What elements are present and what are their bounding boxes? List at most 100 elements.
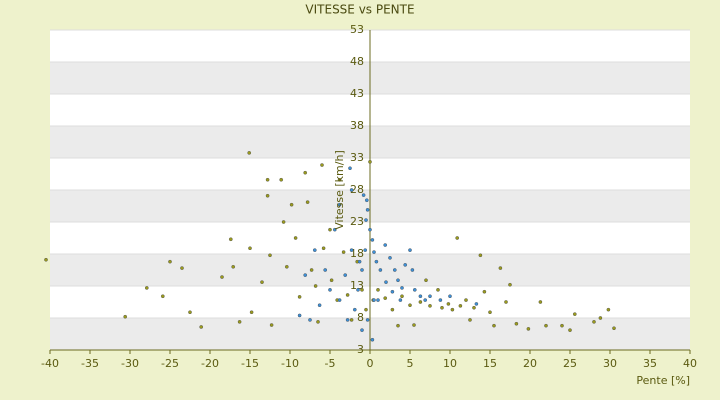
scatter-point: [488, 310, 492, 315]
x-tick-label: 25: [563, 357, 577, 370]
scatter-point: [612, 326, 616, 331]
scatter-point: [356, 288, 360, 292]
scatter-point: [464, 298, 468, 302]
scatter-point: [403, 263, 408, 267]
x-tick-label: 15: [483, 357, 497, 370]
scatter-point: [361, 193, 366, 197]
scatter-point: [400, 286, 404, 290]
scatter-point: [337, 202, 342, 207]
scatter-point: [168, 259, 172, 264]
scatter-point: [357, 259, 362, 264]
scatter-point: [317, 303, 322, 308]
scatter-point: [448, 294, 452, 299]
x-tick-label: -30: [121, 357, 139, 370]
x-axis-label: Pente [%]: [636, 374, 690, 387]
x-tick-label: -35: [81, 357, 99, 370]
x-tick-label: 0: [367, 357, 374, 370]
scatter-point: [160, 294, 165, 299]
scatter-point: [412, 288, 417, 292]
scatter-point: [412, 323, 416, 327]
scatter-point: [368, 227, 372, 232]
scatter-point: [544, 323, 548, 328]
scatter-point: [44, 257, 48, 262]
y-tick-label: 33: [350, 151, 364, 164]
scatter-point: [374, 259, 379, 264]
chart-title: VITESSE vs PENTE: [305, 3, 414, 17]
scatter-point: [360, 268, 364, 272]
scatter-point: [396, 323, 400, 328]
scatter-point: [349, 188, 354, 192]
scatter-point: [303, 273, 308, 277]
scatter-point: [349, 318, 354, 322]
plot-area: 38131823283338434853-40-35-30-25-20-15-1…: [41, 23, 697, 370]
x-tick-label: 40: [683, 357, 697, 370]
scatter-point: [265, 177, 270, 182]
y-tick-label: 48: [350, 55, 364, 68]
x-tick-label: 10: [443, 357, 457, 370]
scatter-point: [365, 318, 370, 322]
scatter-point: [474, 302, 479, 306]
scatter-point: [508, 282, 512, 287]
scatter-point: [458, 304, 463, 308]
scatter-point: [436, 288, 440, 292]
scatter-point: [180, 266, 184, 270]
scatter-point: [478, 253, 483, 258]
scatter-point: [568, 328, 572, 332]
x-tick-label: -40: [41, 357, 59, 370]
scatter-point: [423, 298, 428, 302]
x-tick-label: -5: [325, 357, 336, 370]
y-tick-label: 53: [350, 23, 364, 36]
scatter-point: [390, 307, 395, 312]
scatter-point: [560, 323, 564, 328]
scatter-point: [606, 307, 611, 312]
x-tick-label: -20: [201, 357, 219, 370]
scatter-point: [376, 288, 380, 292]
scatter-point: [372, 250, 376, 254]
scatter-point: [400, 294, 404, 299]
scatter-point: [370, 238, 375, 242]
y-tick-label: 18: [350, 247, 364, 260]
scatter-point: [308, 318, 312, 322]
x-tick-label: -10: [281, 357, 299, 370]
x-tick-label: 5: [407, 357, 414, 370]
scatter-point: [364, 198, 369, 203]
scatter-point: [265, 193, 270, 198]
scatter-point: [247, 151, 251, 155]
scatter-point: [343, 273, 348, 277]
scatter-point: [363, 248, 368, 252]
scatter-point: [341, 250, 346, 254]
scatter-point: [199, 325, 203, 329]
scatter-point: [188, 310, 192, 315]
scatter-point: [472, 305, 476, 310]
scatter-point: [538, 300, 543, 304]
x-tick-label: 20: [523, 357, 537, 370]
scatter-point: [321, 246, 326, 251]
scatter-point: [220, 275, 224, 279]
scatter-point: [345, 293, 350, 297]
scatter-point: [365, 208, 370, 212]
scatter-point: [268, 253, 272, 258]
scatter-point: [284, 264, 289, 269]
y-tick-label: 13: [350, 279, 364, 292]
scatter-point: [360, 288, 364, 292]
scatter-point: [376, 298, 380, 302]
scatter-point: [309, 268, 314, 272]
scatter-point: [370, 337, 375, 342]
x-tick-label: 35: [643, 357, 657, 370]
scatter-point: [410, 268, 415, 272]
scatter-point: [348, 166, 352, 171]
scatter-point: [498, 266, 503, 270]
y-tick-label: 38: [350, 119, 364, 132]
y-tick-label: 43: [350, 87, 364, 100]
scatter-point: [396, 278, 400, 283]
scatter-point: [440, 305, 444, 310]
scatter-point: [328, 227, 332, 232]
scatter-point: [297, 313, 302, 318]
scatter-point: [316, 320, 320, 324]
scatter-point: [312, 248, 317, 252]
scatter-point: [368, 160, 372, 164]
scatter-point: [313, 284, 318, 288]
scatter-point: [352, 307, 357, 312]
scatter-point: [514, 321, 519, 326]
